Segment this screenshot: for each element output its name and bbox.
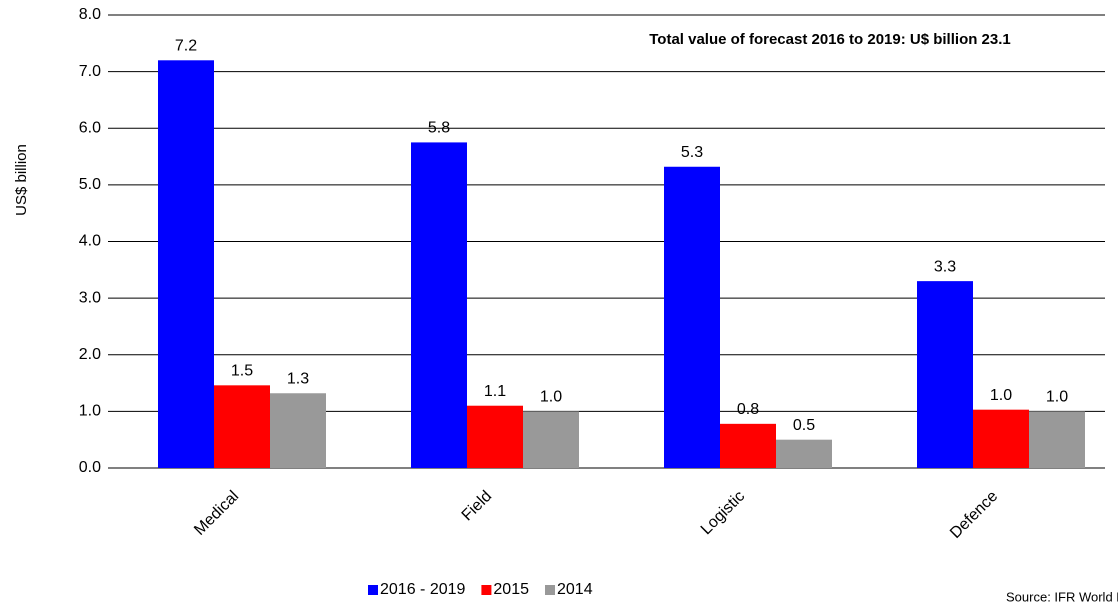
x-tick-label: Defence xyxy=(947,488,1001,542)
bar xyxy=(158,60,214,469)
legend-swatch xyxy=(481,585,492,595)
bar xyxy=(270,393,326,468)
data-label: 1.0 xyxy=(1046,389,1068,406)
data-label: 5.3 xyxy=(681,144,703,161)
bar xyxy=(214,385,270,468)
bar xyxy=(523,411,579,468)
data-label: 5.8 xyxy=(428,120,450,137)
bar xyxy=(411,142,467,468)
bar xyxy=(467,405,523,468)
y-tick-label: 7.0 xyxy=(79,63,101,80)
x-tick-label: Medical xyxy=(191,488,242,539)
data-label: 3.3 xyxy=(934,258,956,275)
y-tick-label: 4.0 xyxy=(79,233,101,250)
data-label: 1.5 xyxy=(231,363,253,380)
legend-label: 2015 xyxy=(493,581,529,598)
bar xyxy=(1029,411,1085,468)
y-tick-label: 2.0 xyxy=(79,346,101,363)
legend-label: 2014 xyxy=(557,581,593,598)
data-label: 0.8 xyxy=(737,401,759,418)
y-tick-label: 1.0 xyxy=(79,403,101,420)
legend-swatch xyxy=(368,585,378,595)
source: Source: IFR World Robotics xyxy=(1006,589,1118,602)
y-axis-title: US$ billion xyxy=(13,144,30,216)
bar xyxy=(776,439,832,468)
data-label: 0.5 xyxy=(793,417,815,434)
y-tick-label: 0.0 xyxy=(79,459,101,476)
y-tick-label: 3.0 xyxy=(79,289,101,306)
data-label: 1.0 xyxy=(990,387,1012,404)
bar xyxy=(973,409,1029,468)
data-label: 7.2 xyxy=(175,38,197,55)
data-label: 1.3 xyxy=(287,370,309,387)
data-label: 1.1 xyxy=(484,383,506,400)
bar xyxy=(664,166,720,468)
bar xyxy=(917,281,973,468)
y-tick-label: 8.0 xyxy=(79,6,101,23)
bar xyxy=(720,423,776,468)
x-tick-label: Field xyxy=(459,488,496,525)
y-tick-label: 5.0 xyxy=(79,176,101,193)
x-tick-label: Logistic xyxy=(698,488,748,538)
y-tick-label: 6.0 xyxy=(79,119,101,136)
annotation: Total value of forecast 2016 to 2019: U$… xyxy=(649,31,1011,48)
data-label: 1.0 xyxy=(540,389,562,406)
legend-swatch xyxy=(545,585,555,595)
legend-label: 2016 - 2019 xyxy=(380,581,466,598)
